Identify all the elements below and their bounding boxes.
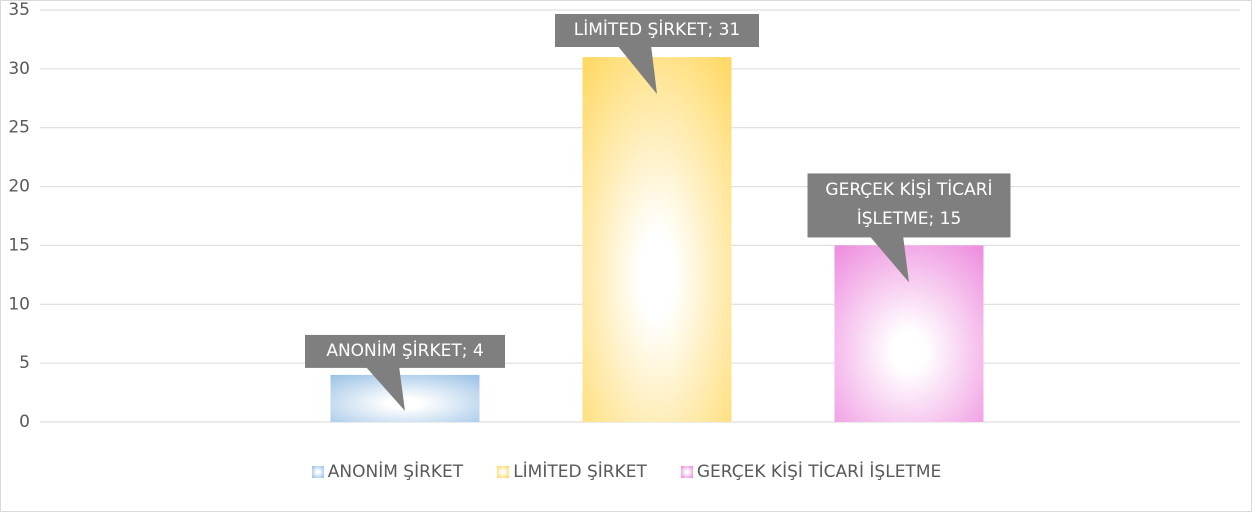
callout-pointer <box>365 365 405 411</box>
y-tick-label: 5 <box>19 353 30 373</box>
y-tick-label: 25 <box>8 118 30 138</box>
y-tick-label: 15 <box>8 235 30 255</box>
legend-box: ANONİM ŞİRKET LİMİTED ŞİRKET GERÇEK KİŞİ T… <box>0 455 1253 489</box>
legend-label: GERÇEK KİŞİ TİCARİ İŞLETME <box>696 462 942 482</box>
y-tick-label: 30 <box>8 59 30 79</box>
legend-swatch <box>497 466 510 478</box>
callout: LİMİTED ŞİRKET; 31 <box>573 20 741 40</box>
data-label: GERÇEK KİŞİ TİCARİ İŞLETME; 15 <box>825 180 993 230</box>
bar <box>330 374 480 422</box>
legend: ANONİM ŞİRKET LİMİTED ŞİRKET GERÇEK KİŞİ T… <box>0 455 1253 489</box>
legend-item: ANONİM ŞİRKET <box>311 462 464 482</box>
legend-label: LİMİTED ŞİRKET <box>513 462 647 482</box>
legend-label: ANONİM ŞİRKET <box>327 462 464 482</box>
callout-pointer <box>869 235 909 283</box>
legend-swatch <box>680 466 693 478</box>
data-label: ANONİM ŞİRKET; 4 <box>326 340 484 361</box>
callout: GERÇEK KİŞİ TİCARİ İŞLETME; 15 <box>825 180 993 230</box>
callout-box <box>807 173 1011 238</box>
callout: ANONİM ŞİRKET; 4 <box>326 340 484 361</box>
callout-box <box>555 14 759 47</box>
callout-pointer <box>617 45 657 95</box>
legend-swatch <box>311 466 324 478</box>
bar <box>582 57 732 422</box>
y-tick-label: 0 <box>19 412 30 432</box>
y-tick-label: 35 <box>8 0 30 20</box>
y-tick-label: 10 <box>8 294 30 314</box>
data-label: LİMİTED ŞİRKET; 31 <box>573 20 741 40</box>
legend-item: LİMİTED ŞİRKET <box>497 462 647 482</box>
y-tick-label: 20 <box>8 177 30 197</box>
bar <box>834 245 984 422</box>
legend-item: GERÇEK KİŞİ TİCARİ İŞLETME <box>680 462 942 482</box>
callout-box <box>305 334 505 368</box>
